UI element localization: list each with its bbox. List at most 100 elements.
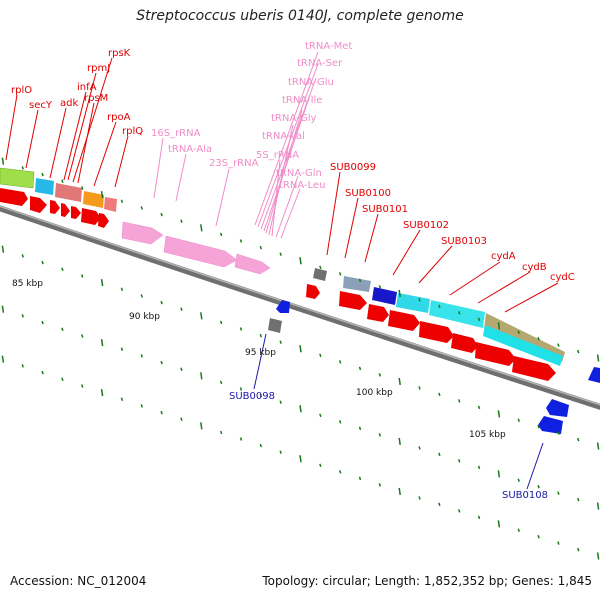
rna-label-16s-rrna: 16S_rRNA xyxy=(151,128,201,139)
scale-label-100kbp: 100 kbp xyxy=(356,388,393,398)
gene-label-secY: secY xyxy=(29,100,53,111)
scale-tick xyxy=(596,552,600,560)
scale-tick xyxy=(160,300,163,305)
gene-arrow xyxy=(419,321,454,343)
gene-label-rplO: rplO xyxy=(11,85,32,96)
scale-tick xyxy=(299,405,302,413)
scale-tick xyxy=(596,442,600,450)
scale-tick xyxy=(41,320,44,325)
scale-tick xyxy=(358,426,362,431)
scale-tick xyxy=(596,354,600,362)
scale-tick xyxy=(418,446,421,450)
scale-tick xyxy=(81,334,84,338)
rrna-16s-arrow xyxy=(121,221,164,245)
scale-tick xyxy=(120,397,124,402)
scale-tick xyxy=(259,245,263,250)
blue-leader-lines xyxy=(253,333,544,490)
rna-label-trna-met: tRNA-Met xyxy=(305,41,352,52)
gene-block-sub0103 xyxy=(429,300,485,328)
scale-tick xyxy=(299,455,302,463)
gene-arrow xyxy=(451,333,478,353)
gene-label-rpmJ: rpmJ xyxy=(87,63,110,74)
scale-tick xyxy=(557,541,560,545)
gene-arrow xyxy=(30,196,47,213)
rna-label-23s-rrna: 23S_rRNA xyxy=(209,158,259,169)
scale-label-85kbp: 85 kbp xyxy=(12,279,43,289)
scale-tick xyxy=(160,410,163,415)
scale-tick xyxy=(259,443,263,448)
scale-tick xyxy=(200,372,203,380)
scale-label-90kbp: 90 kbp xyxy=(129,312,160,322)
scale-tick xyxy=(61,267,64,272)
gene-arrow-sub0098 xyxy=(276,300,290,313)
scale-tick xyxy=(219,232,223,237)
scale-tick xyxy=(1,157,5,165)
scale-tick xyxy=(557,431,560,435)
rrna-arrows xyxy=(121,221,271,275)
scale-label-105kbp: 105 kbp xyxy=(469,430,506,440)
scale-tick xyxy=(358,476,362,481)
scale-tick xyxy=(517,528,520,533)
scale-tick xyxy=(338,272,342,276)
gene-arrow xyxy=(512,356,556,381)
rna-label-trna-glu: tRNA-Glu xyxy=(288,77,334,88)
pink-leader-lines xyxy=(153,51,319,239)
gene-label-sub0098: SUB0098 xyxy=(229,391,275,402)
scale-tick xyxy=(140,354,143,358)
scale-tick xyxy=(497,470,501,478)
scale-tick xyxy=(577,497,580,502)
scale-tick xyxy=(140,404,143,408)
gene-label-sub0101: SUB0101 xyxy=(362,204,408,215)
scale-tick xyxy=(517,330,520,335)
scale-tick xyxy=(81,274,84,278)
rrna-23s-arrow xyxy=(163,235,238,268)
gene-label-rpoA: rpoA xyxy=(107,112,131,123)
scale-tick xyxy=(160,212,163,217)
scale-tick xyxy=(61,327,64,332)
gene-block-rpsM xyxy=(83,191,104,208)
gene-label-infA: infA xyxy=(77,82,97,93)
rna-label-trna-ala: tRNA-Ala xyxy=(168,144,212,155)
trna-cluster-arrows xyxy=(234,253,271,275)
scale-tick xyxy=(180,219,183,223)
scale-tick xyxy=(438,304,441,309)
scale-tick xyxy=(21,314,24,318)
gene-label-sub0103: SUB0103 xyxy=(441,236,487,247)
scale-tick xyxy=(577,349,580,354)
gene-label-cydC: cydC xyxy=(550,272,575,283)
scale-label-95kbp: 95 kbp xyxy=(245,348,276,358)
scale-tick xyxy=(120,347,124,352)
scale-tick xyxy=(438,392,441,397)
scale-tick xyxy=(537,534,540,539)
gene-label-rpsK: rpsK xyxy=(108,48,131,59)
scale-labels: 85 kbp 90 kbp 95 kbp 100 kbp 105 kbp xyxy=(12,279,506,440)
scale-ticks xyxy=(1,157,600,560)
scale-tick xyxy=(239,437,243,441)
scale-tick xyxy=(497,410,501,418)
scale-tick xyxy=(319,265,322,270)
scale-tick xyxy=(477,405,481,410)
scale-tick xyxy=(120,199,124,204)
scale-tick xyxy=(378,483,382,487)
gene-arrow xyxy=(50,200,60,214)
scale-tick xyxy=(458,509,461,513)
red-gene-labels: rplO secY adk infA rpmJ rpsK rpsM rpoA r… xyxy=(11,48,575,283)
scale-tick xyxy=(378,373,382,377)
accession-label: Accession: NC_012004 xyxy=(10,574,147,588)
gene-block-grey xyxy=(313,268,327,281)
gene-label-cydB: cydB xyxy=(522,262,547,273)
scale-tick xyxy=(477,317,481,322)
scale-tick xyxy=(577,437,580,442)
rna-label-5s-rrna: 5S_rRNA xyxy=(256,150,299,161)
gene-arrow xyxy=(339,291,367,310)
scale-tick xyxy=(299,257,302,265)
scale-tick xyxy=(41,172,44,177)
gene-label-rpsM: rpsM xyxy=(84,93,108,104)
gene-label-sub0108: SUB0108 xyxy=(502,490,548,501)
scale-tick xyxy=(279,400,282,404)
scale-tick xyxy=(160,360,163,365)
scale-tick xyxy=(180,307,183,311)
scale-tick xyxy=(398,437,401,446)
